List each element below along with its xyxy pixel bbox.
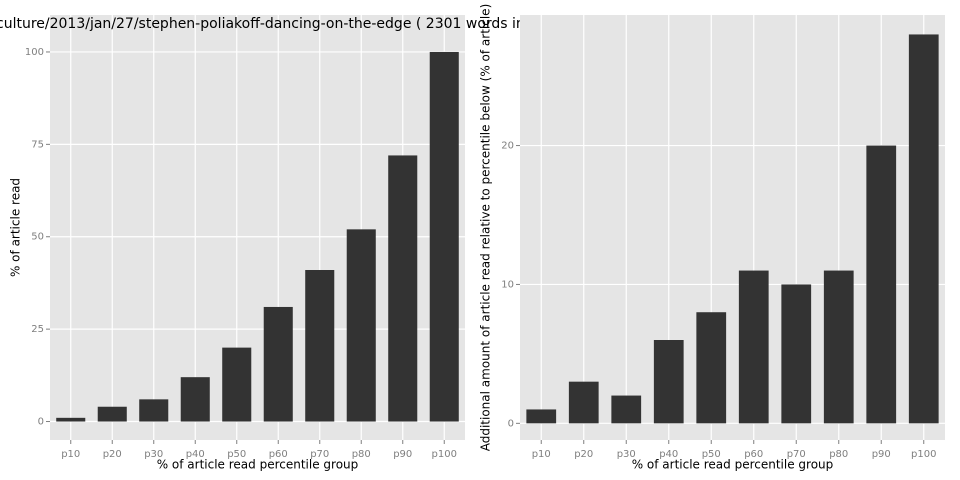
x-tick-label: p80 — [352, 449, 371, 460]
x-tick-label: p70 — [310, 449, 329, 460]
bar — [526, 409, 557, 424]
x-tick-label: p30 — [144, 449, 163, 460]
bar — [823, 270, 854, 424]
bar — [696, 312, 727, 424]
x-tick-label: p50 — [227, 449, 246, 460]
x-tick-label: p60 — [744, 449, 763, 460]
bar — [180, 377, 210, 422]
x-tick-label: p30 — [617, 449, 636, 460]
x-tick-label: p100 — [432, 449, 457, 460]
x-tick-label: p40 — [659, 449, 678, 460]
bar — [222, 347, 252, 422]
x-tick-label: p10 — [532, 449, 551, 460]
bar — [866, 145, 897, 424]
bar — [388, 155, 418, 422]
bar — [305, 270, 335, 422]
chart-title: culture/2013/jan/27/stephen-poliakoff-da… — [0, 16, 538, 32]
x-tick-label: p50 — [702, 449, 721, 460]
x-tick-label: p40 — [186, 449, 205, 460]
y-tick-label: 25 — [31, 324, 44, 335]
y-tick-label: 50 — [31, 232, 44, 243]
x-tick-label: p90 — [393, 449, 412, 460]
bar — [568, 381, 599, 424]
y-tick-label: 75 — [31, 139, 44, 150]
y-axis-title: % of article read — [9, 178, 23, 277]
bar — [429, 51, 459, 422]
bar — [611, 395, 642, 424]
x-tick-label: p20 — [103, 449, 122, 460]
x-axis-title: % of article read percentile group — [632, 458, 834, 472]
x-tick-label: p60 — [269, 449, 288, 460]
bar — [263, 306, 293, 422]
y-tick-label: 10 — [501, 279, 514, 290]
y-tick-label: 0 — [38, 417, 44, 428]
x-tick-label: p70 — [787, 449, 806, 460]
x-tick-label: p20 — [574, 449, 593, 460]
x-tick-label: p90 — [872, 449, 891, 460]
x-tick-label: p100 — [911, 449, 936, 460]
y-tick-label: 20 — [501, 141, 514, 152]
bar — [738, 270, 769, 424]
y-tick-label: 100 — [25, 47, 44, 58]
y-axis-title: Additional amount of article read relati… — [479, 4, 493, 452]
bar — [781, 284, 812, 424]
x-tick-label: p80 — [829, 449, 848, 460]
bar — [653, 340, 684, 424]
bar — [346, 229, 376, 422]
bar — [56, 417, 86, 422]
bar — [908, 34, 939, 424]
y-tick-label: 0 — [508, 418, 514, 429]
x-axis-title: % of article read percentile group — [157, 458, 359, 472]
x-tick-label: p10 — [61, 449, 80, 460]
bar — [139, 399, 169, 422]
bar — [97, 406, 127, 422]
